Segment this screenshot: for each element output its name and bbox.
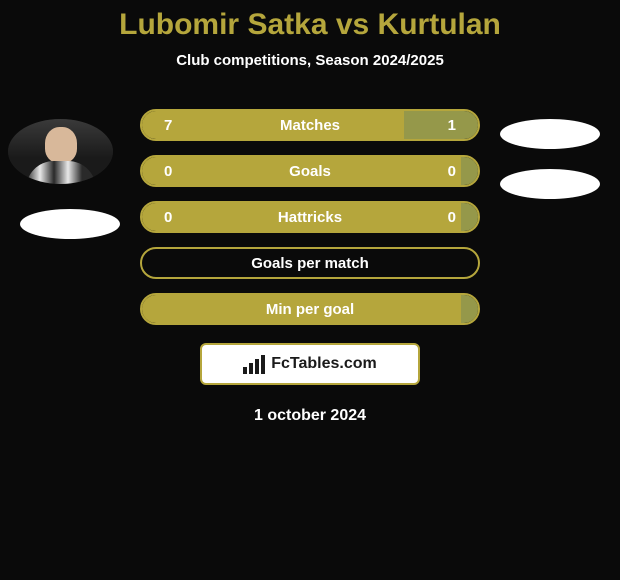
stat-bar: Goals per match bbox=[140, 247, 480, 279]
stat-bar-label: Matches bbox=[142, 111, 478, 139]
stat-bar: Goals0 0 bbox=[140, 155, 480, 187]
stat-bar-label: Hattricks bbox=[142, 203, 478, 231]
branding-badge[interactable]: FcTables.com bbox=[200, 343, 420, 385]
stat-bar-label: Goals bbox=[142, 157, 478, 185]
stat-bar: Matches7 1 bbox=[140, 109, 480, 141]
stat-bar-value-right: 0 bbox=[448, 203, 456, 231]
bar-chart-icon bbox=[243, 355, 265, 374]
stat-bar-value-right: 1 bbox=[448, 111, 456, 139]
player-left-shadow-ellipse bbox=[20, 209, 120, 239]
stat-bar: Hattricks0 0 bbox=[140, 201, 480, 233]
player-right-ellipse bbox=[500, 119, 600, 149]
infographic-container: Lubomir Satka vs Kurtulan Club competiti… bbox=[0, 0, 620, 580]
page-title: Lubomir Satka vs Kurtulan bbox=[0, 8, 620, 42]
page-subtitle: Club competitions, Season 2024/2025 bbox=[0, 52, 620, 69]
date-label: 1 october 2024 bbox=[0, 407, 620, 425]
player-left-avatar bbox=[8, 119, 113, 184]
stat-bar: Min per goal bbox=[140, 293, 480, 325]
stat-bar-label: Min per goal bbox=[142, 295, 478, 323]
stat-bar-value-right: 0 bbox=[448, 157, 456, 185]
stat-bar-value-left: 0 bbox=[164, 203, 172, 231]
stat-bar-value-left: 0 bbox=[164, 157, 172, 185]
content-area: Matches71Goals00Hattricks00Goals per mat… bbox=[0, 109, 620, 425]
stat-bar-value-left: 7 bbox=[164, 111, 172, 139]
stat-bar-label: Goals per match bbox=[142, 249, 478, 277]
branding-label: FcTables.com bbox=[271, 355, 377, 373]
player-right-shadow-ellipse bbox=[500, 169, 600, 199]
comparison-bars: Matches71Goals00Hattricks00Goals per mat… bbox=[140, 109, 480, 325]
avatar-placeholder-icon bbox=[8, 119, 113, 184]
